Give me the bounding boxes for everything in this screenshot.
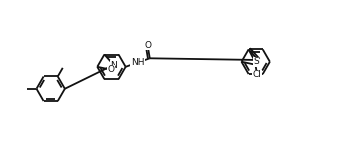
Text: NH: NH	[131, 58, 145, 67]
Text: S: S	[253, 58, 259, 66]
Text: N: N	[110, 61, 117, 70]
Text: O: O	[108, 65, 115, 74]
Text: Cl: Cl	[253, 70, 262, 79]
Text: O: O	[145, 41, 152, 50]
